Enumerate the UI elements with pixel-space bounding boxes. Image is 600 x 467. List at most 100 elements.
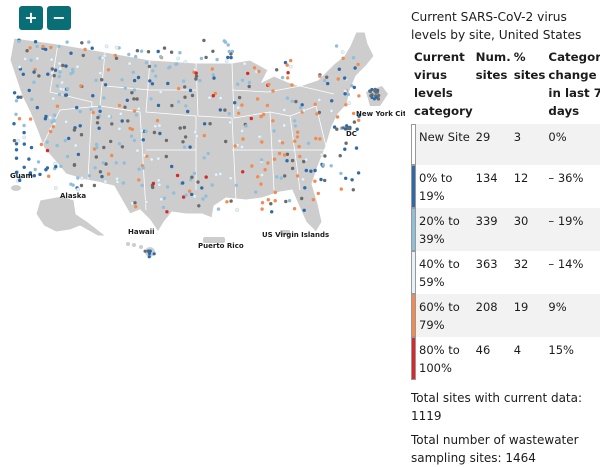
site-marker[interactable] xyxy=(76,152,81,157)
site-marker[interactable] xyxy=(325,75,329,79)
site-marker[interactable] xyxy=(296,130,300,134)
site-marker[interactable] xyxy=(52,118,56,123)
site-marker[interactable] xyxy=(53,186,58,190)
site-marker[interactable] xyxy=(201,197,205,201)
site-marker[interactable] xyxy=(32,174,36,178)
site-marker[interactable] xyxy=(98,71,103,75)
site-marker[interactable] xyxy=(176,56,181,61)
site-marker[interactable] xyxy=(285,96,290,100)
site-marker[interactable] xyxy=(313,179,317,183)
site-marker[interactable] xyxy=(176,86,181,91)
site-marker[interactable] xyxy=(300,196,304,201)
site-marker[interactable] xyxy=(30,97,34,102)
site-marker[interactable] xyxy=(204,55,208,60)
site-marker[interactable] xyxy=(236,111,241,116)
site-marker[interactable] xyxy=(340,50,345,54)
site-marker[interactable] xyxy=(92,183,97,188)
site-marker[interactable] xyxy=(147,64,152,69)
site-marker[interactable] xyxy=(95,121,100,125)
site-marker[interactable] xyxy=(140,183,144,188)
site-marker[interactable] xyxy=(211,49,215,53)
site-marker[interactable] xyxy=(286,71,290,75)
site-marker[interactable] xyxy=(127,52,131,57)
site-marker[interactable] xyxy=(184,104,188,108)
site-marker[interactable] xyxy=(271,119,275,123)
site-marker[interactable] xyxy=(343,89,348,93)
site-marker[interactable] xyxy=(356,171,361,175)
site-marker[interactable] xyxy=(135,97,139,101)
site-marker[interactable] xyxy=(12,91,17,95)
site-marker[interactable] xyxy=(144,129,148,134)
site-marker[interactable] xyxy=(97,126,101,130)
site-marker[interactable] xyxy=(293,139,297,143)
site-marker[interactable] xyxy=(158,131,162,136)
site-marker[interactable] xyxy=(285,63,289,67)
site-marker[interactable] xyxy=(240,129,244,133)
site-marker[interactable] xyxy=(353,66,357,70)
site-marker[interactable] xyxy=(182,79,186,83)
site-marker[interactable] xyxy=(229,55,233,60)
site-marker[interactable] xyxy=(55,104,60,108)
site-marker[interactable] xyxy=(72,128,77,132)
site-marker[interactable] xyxy=(356,62,360,67)
site-marker[interactable] xyxy=(175,173,180,178)
site-marker[interactable] xyxy=(288,64,293,69)
site-marker[interactable] xyxy=(302,208,306,212)
site-marker[interactable] xyxy=(194,71,198,75)
site-marker[interactable] xyxy=(210,183,214,187)
site-marker[interactable] xyxy=(293,119,297,123)
site-marker[interactable] xyxy=(290,158,295,163)
site-marker[interactable] xyxy=(89,107,93,112)
site-marker[interactable] xyxy=(155,118,160,123)
site-marker[interactable] xyxy=(286,76,290,80)
site-marker[interactable] xyxy=(178,126,182,130)
zoom-out-button[interactable]: − xyxy=(47,6,71,30)
site-marker[interactable] xyxy=(44,47,48,52)
site-marker[interactable] xyxy=(59,164,63,168)
site-marker[interactable] xyxy=(139,49,144,53)
site-marker[interactable] xyxy=(32,70,36,74)
site-marker[interactable] xyxy=(17,64,22,69)
site-marker[interactable] xyxy=(204,175,208,179)
site-marker[interactable] xyxy=(211,94,215,98)
site-marker[interactable] xyxy=(78,109,82,114)
site-marker[interactable] xyxy=(94,142,99,147)
site-marker[interactable] xyxy=(58,66,63,71)
site-marker[interactable] xyxy=(313,102,317,106)
site-marker[interactable] xyxy=(162,196,167,200)
site-marker[interactable] xyxy=(134,54,138,59)
site-marker[interactable] xyxy=(169,50,174,54)
site-marker[interactable] xyxy=(100,78,104,82)
site-marker[interactable] xyxy=(196,180,200,184)
site-marker[interactable] xyxy=(57,61,62,66)
site-marker[interactable] xyxy=(123,105,127,109)
site-marker[interactable] xyxy=(35,44,39,49)
site-marker[interactable] xyxy=(100,174,104,179)
site-marker[interactable] xyxy=(29,145,34,150)
site-marker[interactable] xyxy=(218,172,223,176)
site-marker[interactable] xyxy=(323,154,327,158)
site-marker[interactable] xyxy=(80,41,84,45)
site-marker[interactable] xyxy=(156,49,160,54)
site-marker[interactable] xyxy=(181,140,185,144)
site-marker[interactable] xyxy=(159,197,164,202)
site-marker[interactable] xyxy=(292,207,297,211)
site-marker[interactable] xyxy=(190,192,194,197)
site-marker[interactable] xyxy=(302,159,306,164)
site-marker[interactable] xyxy=(14,142,19,146)
site-marker[interactable] xyxy=(267,82,271,87)
site-marker[interactable] xyxy=(133,201,137,205)
site-marker[interactable] xyxy=(290,166,295,171)
site-marker[interactable] xyxy=(91,94,95,98)
site-marker[interactable] xyxy=(58,70,62,74)
site-marker[interactable] xyxy=(186,109,190,114)
site-marker[interactable] xyxy=(50,71,54,75)
us-map[interactable]: Guam Alaska Hawaii Puerto Rico US Virgin Isl… xyxy=(0,0,405,300)
site-marker[interactable] xyxy=(130,127,135,132)
site-marker[interactable] xyxy=(311,198,315,202)
site-marker[interactable] xyxy=(66,87,70,91)
site-marker[interactable] xyxy=(193,130,198,134)
site-marker[interactable] xyxy=(55,84,59,88)
site-marker[interactable] xyxy=(234,183,238,187)
site-marker[interactable] xyxy=(81,53,86,58)
